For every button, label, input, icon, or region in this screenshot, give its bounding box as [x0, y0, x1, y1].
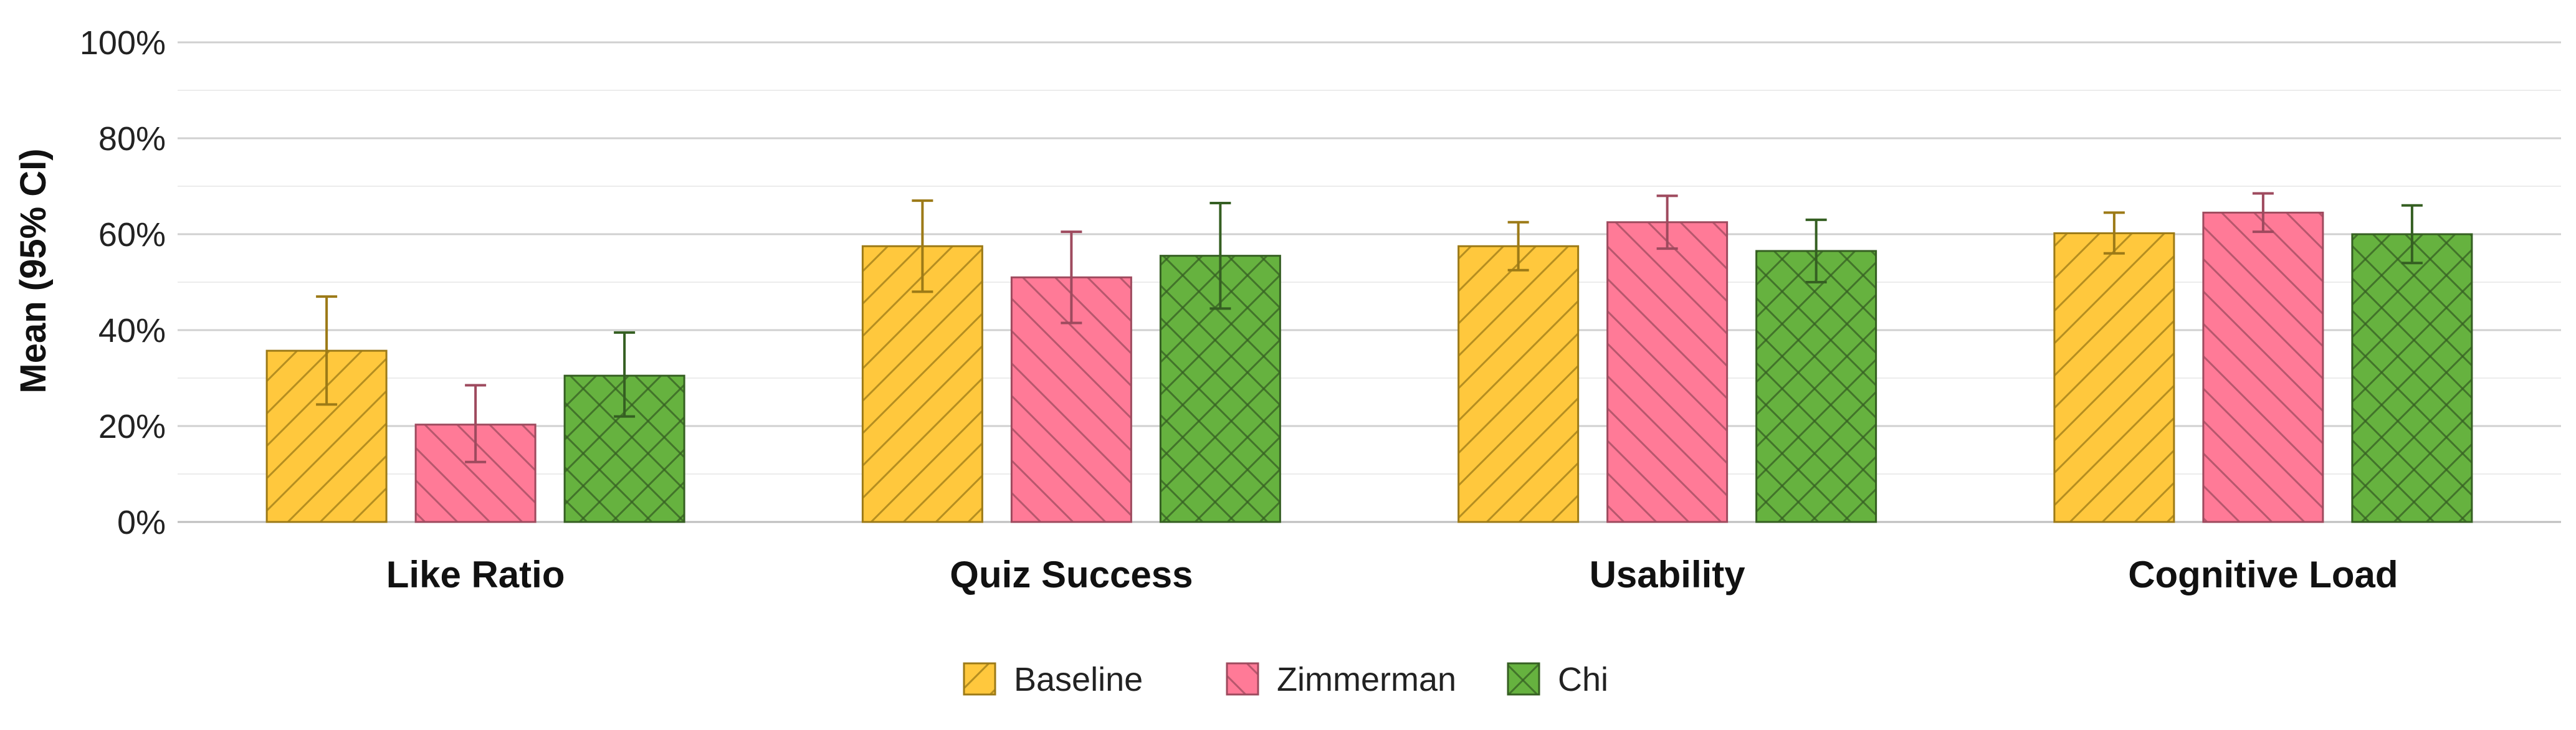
- y-tick-label: 0%: [117, 504, 166, 541]
- error-bar: [1507, 220, 1529, 272]
- bar-zimmerman-cognitive-load: [2202, 211, 2324, 523]
- legend-swatch: [1226, 662, 1259, 696]
- x-category-label: Usability: [1590, 554, 1746, 595]
- error-bar: [2252, 192, 2274, 234]
- error-bar: [614, 331, 636, 418]
- bar-chi-cognitive-load: [2351, 233, 2473, 523]
- y-axis-ticks: 0% 20% 40% 60% 80% 100%: [80, 24, 166, 541]
- error-bar: [1209, 201, 1231, 310]
- x-category-label: Cognitive Load: [2128, 554, 2398, 595]
- error-bar: [2103, 211, 2125, 255]
- legend-label: Baseline: [1014, 661, 1143, 698]
- error-bar: [1805, 218, 1827, 283]
- error-bar: [465, 384, 487, 463]
- bar-chi-usability: [1755, 250, 1877, 523]
- legend-item-baseline: Baseline: [963, 661, 1143, 698]
- x-category-label: Quiz Success: [950, 554, 1193, 595]
- error-bar: [2401, 204, 2423, 265]
- legend: Baseline Zimmerman Chi: [963, 661, 1608, 698]
- bars: [265, 211, 2473, 523]
- error-bar: [1061, 230, 1082, 325]
- legend-item-chi: Chi: [1507, 661, 1608, 698]
- error-bar: [316, 295, 338, 406]
- y-tick-label: 80%: [98, 120, 166, 158]
- y-tick-label: 100%: [80, 24, 166, 62]
- legend-swatch: [1507, 662, 1540, 696]
- x-category-label: Like Ratio: [386, 554, 565, 595]
- legend-label: Chi: [1558, 661, 1608, 698]
- legend-item-zimmerman: Zimmerman: [1226, 661, 1456, 698]
- y-axis-label: Mean (95% CI): [13, 148, 54, 393]
- error-bar: [912, 199, 933, 293]
- bar-zimmerman-usability: [1606, 221, 1729, 523]
- legend-swatch: [963, 662, 996, 696]
- y-tick-label: 20%: [98, 408, 166, 445]
- error-bar: [1656, 194, 1678, 250]
- y-tick-label: 40%: [98, 312, 166, 349]
- bar-baseline-cognitive-load: [2053, 232, 2175, 523]
- legend-label: Zimmerman: [1277, 661, 1456, 698]
- error-bars: [316, 192, 2423, 463]
- bar-baseline-usability: [1457, 245, 1580, 523]
- x-axis-categories: Like Ratio Quiz Success Usability Cognitive…: [386, 554, 2398, 595]
- y-tick-label: 60%: [98, 216, 166, 254]
